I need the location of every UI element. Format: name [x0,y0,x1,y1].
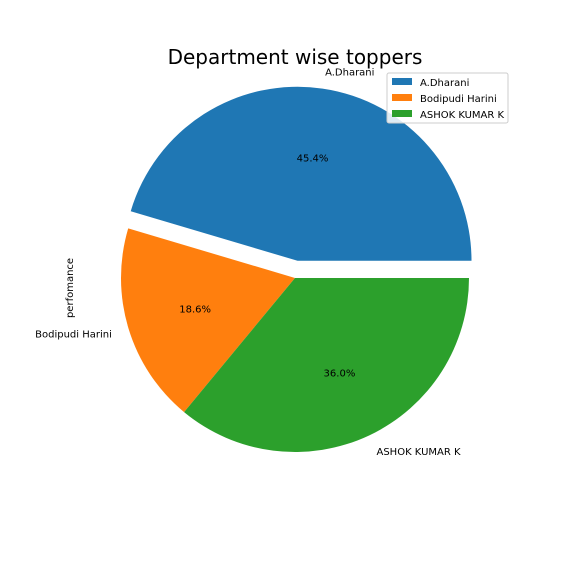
pie-slice-a-dharani [130,86,472,261]
pie-slice-bodipudi-harini [121,228,296,413]
legend-label-bodipudi-harini: Bodipudi Harini [420,94,497,105]
percent-label-bodipudi-harini: 18.6% [179,304,211,315]
legend-label-a-dharani: A.Dharani [420,78,469,89]
legend: A.Dharani Bodipudi Harini ASHOK KUMAR K [386,72,509,124]
legend-label-ashok-kumar-k: ASHOK KUMAR K [420,110,505,121]
legend-frame [386,72,509,124]
legend-swatch-bodipudi-harini [392,94,412,101]
pie-slice-ashok-kumar-k [184,278,469,453]
percent-label-a-dharani: 45.4% [297,153,329,164]
pie-labels: A.Dharani 45.4% Bodipudi Harini 18.6% ASHOK … [35,67,461,458]
legend-swatch-ashok-kumar-k [392,110,412,117]
percent-label-ashok-kumar-k: 36.0% [324,368,356,379]
slice-label-ashok-kumar-k: ASHOK KUMAR K [376,447,461,458]
y-axis-label: perfomance [65,258,76,318]
legend-items: A.Dharani Bodipudi Harini ASHOK KUMAR K [392,78,505,121]
pie-wedges [121,86,472,453]
slice-label-a-dharani: A.Dharani [325,67,374,78]
slice-label-bodipudi-harini: Bodipudi Harini [35,330,112,341]
legend-swatch-a-dharani [392,78,412,85]
chart-title: Department wise toppers [168,45,423,69]
